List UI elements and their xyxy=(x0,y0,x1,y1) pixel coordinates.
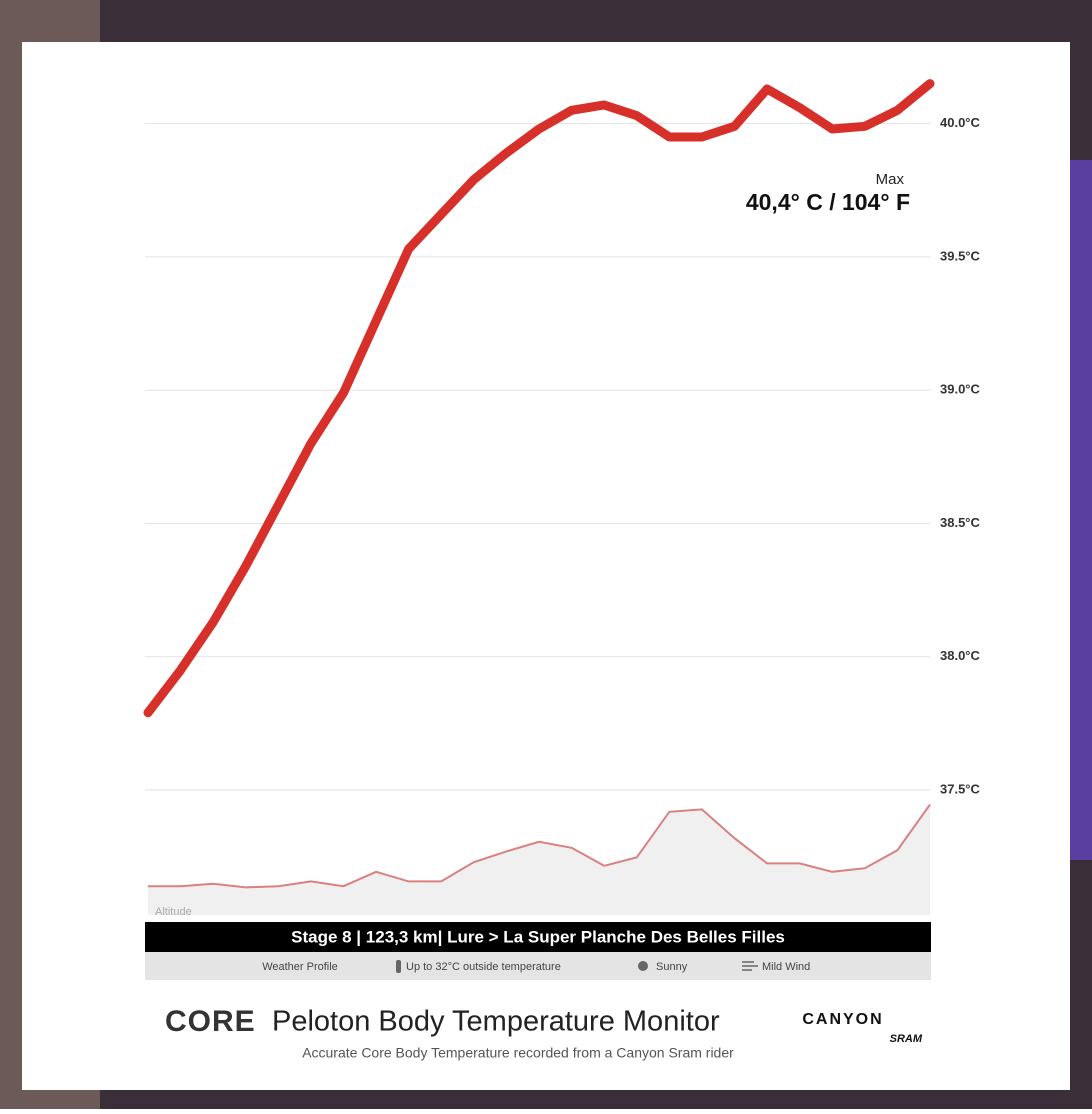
y-tick-label: 38.5°C xyxy=(940,515,981,530)
sun-icon xyxy=(638,961,648,971)
footer-title: Peloton Body Temperature Monitor xyxy=(272,1006,720,1038)
sponsor-logo: CANYON xyxy=(802,1011,883,1028)
weather-item: Up to 32°C outside temperature xyxy=(406,961,561,973)
stage-text: Stage 8 | 123,3 km| Lure > La Super Plan… xyxy=(291,927,785,946)
wind-icon xyxy=(742,961,758,971)
weather-item: Sunny xyxy=(656,961,688,973)
thermometer-icon xyxy=(396,960,401,973)
brand-logo: CORE xyxy=(165,1005,256,1038)
weather-row xyxy=(145,952,931,980)
y-tick-label: 39.5°C xyxy=(940,248,981,263)
sponsor-logo: SRAM xyxy=(890,1033,923,1045)
footer-subtitle: Accurate Core Body Temperature recorded … xyxy=(302,1045,734,1061)
temperature-line xyxy=(143,79,935,718)
card xyxy=(22,42,1070,1090)
plot: 37.5°C 38.0°C 38.5°C 39.0°C 39.5°C 40.0°C xyxy=(143,79,981,915)
altitude-label: Altitude xyxy=(155,906,192,918)
weather-item: Mild Wind xyxy=(762,961,810,973)
y-tick-label: 38.0°C xyxy=(940,648,981,663)
altitude-area xyxy=(148,804,930,915)
max-label: Max xyxy=(876,171,905,188)
y-tick-label: 39.0°C xyxy=(940,382,981,397)
y-tick-label: 37.5°C xyxy=(940,781,981,796)
y-tick-label: 40.0°C xyxy=(940,115,981,130)
stage-banner xyxy=(145,922,931,952)
max-value: 40,4° C / 104° F xyxy=(746,189,910,215)
altitude-line xyxy=(148,804,931,889)
photo-right xyxy=(1070,160,1092,860)
weather-item: Weather Profile xyxy=(262,961,338,973)
